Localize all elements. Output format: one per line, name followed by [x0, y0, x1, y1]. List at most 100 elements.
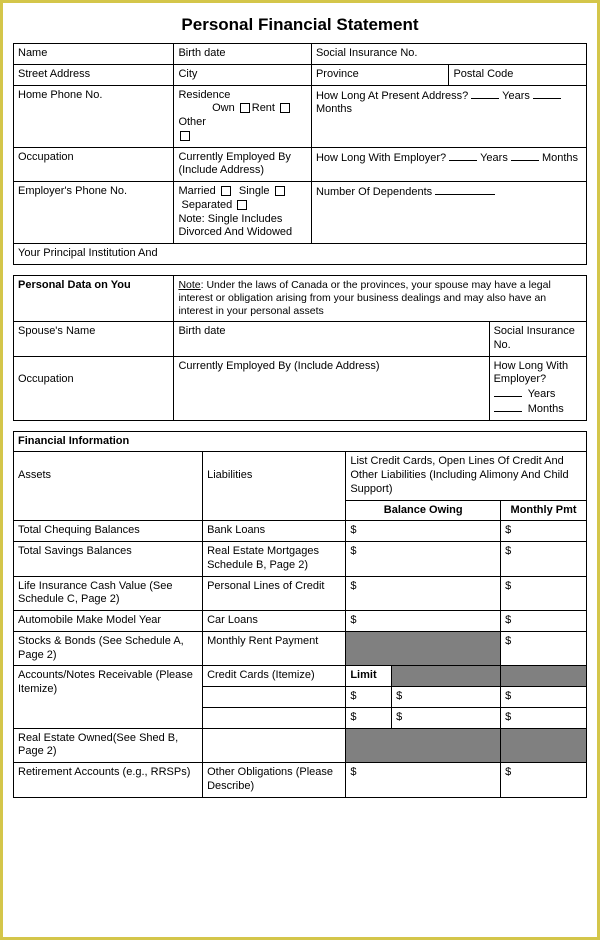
bankloans-pmt[interactable]: $ [501, 521, 587, 542]
howlong-employer-cell[interactable]: How Long With Employer? Years Months [311, 147, 586, 182]
car-pmt[interactable]: $ [501, 611, 587, 632]
savings-cell[interactable]: Total Savings Balances [14, 542, 203, 577]
bankloans-balance[interactable]: $ [346, 521, 501, 542]
cc-row1-pmt[interactable]: $ [501, 687, 587, 708]
spouse-occupation-cell[interactable]: Occupation [14, 356, 174, 420]
personal-info-table: Name Birth date Social Insurance No. Str… [13, 43, 587, 265]
other-balance[interactable]: $ [346, 763, 501, 798]
cc-row1-name[interactable] [203, 687, 346, 708]
liab-label: Liabilities [207, 469, 252, 481]
cc-row2-name[interactable] [203, 707, 346, 728]
months-blank[interactable] [533, 89, 561, 99]
auto-cell[interactable]: Automobile Make Model Year [14, 611, 203, 632]
cc-grey1 [392, 666, 501, 687]
mortgages-cell[interactable]: Real Estate Mortgages Schedule B, Page 2… [203, 542, 346, 577]
re-blank[interactable] [203, 728, 346, 763]
creditcards-cell[interactable]: Credit Cards (Itemize) [203, 666, 346, 687]
note-label: Note [178, 279, 200, 291]
sp-years-blank[interactable] [494, 387, 522, 397]
page-title: Personal Financial Statement [13, 15, 587, 35]
spouse-name-cell[interactable]: Spouse's Name [14, 322, 174, 357]
emp-years-label: Years [480, 152, 508, 164]
marital-note: Note: Single Includes Divorced And Widow… [178, 213, 292, 239]
residence-extra-checkbox[interactable] [180, 131, 190, 141]
sp-months-label: Months [528, 403, 564, 415]
emp-months-label: Months [542, 152, 578, 164]
pl-balance[interactable]: $ [346, 576, 501, 611]
dependents-blank[interactable] [435, 185, 495, 195]
spouse-occ-label: Occupation [18, 373, 74, 385]
re-grey2 [501, 728, 587, 763]
dependents-cell[interactable]: Number Of Dependents [311, 182, 586, 244]
limit-header: Limit [346, 666, 392, 687]
rent-label: Rent [252, 102, 275, 114]
mortgages-balance[interactable]: $ [346, 542, 501, 577]
other-pmt[interactable]: $ [501, 763, 587, 798]
sp-months-blank[interactable] [494, 402, 522, 412]
rent-checkbox[interactable] [280, 103, 290, 113]
rent-pmt[interactable]: $ [501, 631, 587, 666]
cc-row2-limit[interactable]: $ [346, 707, 392, 728]
single-label: Single [239, 185, 270, 197]
cc-row1-limit[interactable]: $ [346, 687, 392, 708]
other-oblig-cell[interactable]: Other Obligations (Please Describe) [203, 763, 346, 798]
spouse-howlong-cell[interactable]: How Long With Employer? Years Months [489, 356, 586, 420]
cc-grey2 [501, 666, 587, 687]
stocks-cell[interactable]: Stocks & Bonds (See Schedule A, Page 2) [14, 631, 203, 666]
pl-pmt[interactable]: $ [501, 576, 587, 611]
separated-checkbox[interactable] [237, 200, 247, 210]
bankloans-cell[interactable]: Bank Loans [203, 521, 346, 542]
name-cell[interactable]: Name [14, 44, 174, 65]
own-checkbox[interactable] [240, 103, 250, 113]
city-cell[interactable]: City [174, 64, 312, 85]
years-blank[interactable] [471, 89, 499, 99]
retirement-cell[interactable]: Retirement Accounts (e.g., RRSPs) [14, 763, 203, 798]
sin-cell[interactable]: Social Insurance No. [311, 44, 586, 65]
street-cell[interactable]: Street Address [14, 64, 174, 85]
howlong-address-cell[interactable]: How Long At Present Address? Years Month… [311, 85, 586, 147]
spouse-birthdate-cell[interactable]: Birth date [174, 322, 489, 357]
financial-table: Financial Information Assets Liabilities… [13, 431, 587, 798]
cc-row2-pmt[interactable]: $ [501, 707, 587, 728]
realestate-cell[interactable]: Real Estate Owned(See Shed B, Page 2) [14, 728, 203, 763]
howlong-employer-label: How Long With Employer? [316, 152, 446, 164]
carloans-cell[interactable]: Car Loans [203, 611, 346, 632]
car-balance[interactable]: $ [346, 611, 501, 632]
spouse-employed-cell[interactable]: Currently Employed By (Include Address) [174, 356, 489, 420]
principal-cell[interactable]: Your Principal Institution And [14, 244, 587, 265]
accounts-rec-cell[interactable]: Accounts/Notes Receivable (Please Itemiz… [14, 666, 203, 728]
section2-header: Personal Data on You [14, 275, 174, 321]
mortgages-pmt[interactable]: $ [501, 542, 587, 577]
spouse-howlong-label: How Long With Employer? [494, 360, 569, 386]
residence-label: Residence [178, 89, 230, 101]
cc-row2-balance[interactable]: $ [392, 707, 501, 728]
married-checkbox[interactable] [221, 186, 231, 196]
personal-lines-cell[interactable]: Personal Lines of Credit [203, 576, 346, 611]
employed-cell[interactable]: Currently Employed By (Include Address) [174, 147, 312, 182]
occupation-cell[interactable]: Occupation [14, 147, 174, 182]
married-label: Married [178, 185, 215, 197]
employer-phone-cell[interactable]: Employer's Phone No. [14, 182, 174, 244]
chequing-cell[interactable]: Total Chequing Balances [14, 521, 203, 542]
emp-months-blank[interactable] [511, 151, 539, 161]
assets-header: Assets [14, 452, 203, 521]
province-cell[interactable]: Province [311, 64, 449, 85]
birthdate-cell[interactable]: Birth date [174, 44, 312, 65]
section2-note-cell: Note: Under the laws of Canada or the pr… [174, 275, 587, 321]
cc-row1-balance[interactable]: $ [392, 687, 501, 708]
sp-years-label: Years [528, 388, 556, 400]
single-checkbox[interactable] [275, 186, 285, 196]
years-label: Years [502, 90, 530, 102]
other-label: Other [178, 116, 206, 128]
homephone-cell[interactable]: Home Phone No. [14, 85, 174, 147]
postal-cell[interactable]: Postal Code [449, 64, 587, 85]
lifeins-cell[interactable]: Life Insurance Cash Value (See Schedule … [14, 576, 203, 611]
section3-header: Financial Information [14, 431, 587, 452]
liabilities-header: Liabilities [203, 452, 346, 521]
spouse-sin-cell[interactable]: Social Insurance No. [489, 322, 586, 357]
emp-years-blank[interactable] [449, 151, 477, 161]
marital-cell[interactable]: Married Single Separated Note: Single In… [174, 182, 312, 244]
dependents-label: Number Of Dependents [316, 186, 432, 198]
residence-cell[interactable]: Residence Own Rent Other [174, 85, 312, 147]
rent-cell[interactable]: Monthly Rent Payment [203, 631, 346, 666]
